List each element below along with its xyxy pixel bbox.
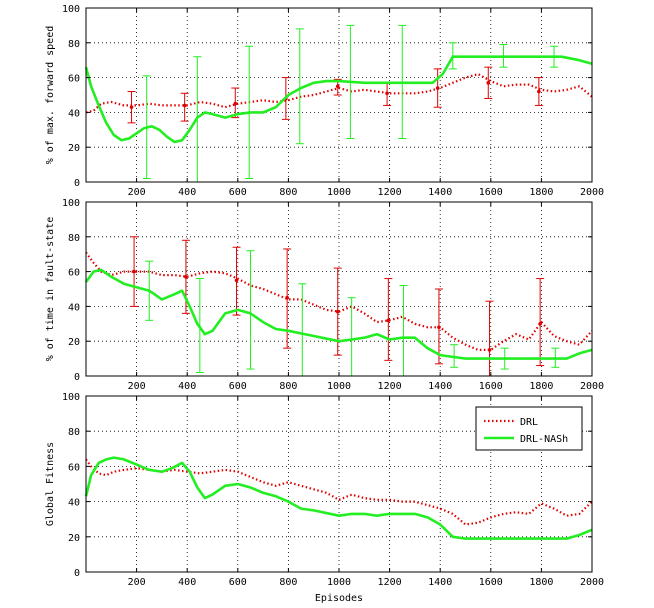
y-tick-label: 60 <box>68 74 80 85</box>
x-tick-label: 2000 <box>580 187 604 198</box>
error-mean-drl <box>285 295 289 300</box>
x-tick-label: 800 <box>279 577 297 588</box>
x-tick-label: 1200 <box>378 381 402 392</box>
y-axis-label: % of time in fault-state <box>45 217 56 362</box>
x-axis-label: Episodes <box>315 593 363 604</box>
error-mean-drl <box>184 275 188 279</box>
x-tick-label: 600 <box>229 187 247 198</box>
x-tick-label: 1600 <box>479 577 503 588</box>
x-tick-label: 1800 <box>529 577 553 588</box>
x-tick-label: 1400 <box>428 381 452 392</box>
error-mean-drl <box>182 103 187 108</box>
error-mean-drl <box>129 105 134 109</box>
legend-label-drl-nash: DRL-NASh <box>520 434 568 445</box>
error-mean-drl <box>335 309 340 314</box>
error-mean-drl <box>234 278 239 283</box>
series-line-drl <box>85 458 593 526</box>
x-tick-label: 1400 <box>428 187 452 198</box>
y-tick-label: 40 <box>68 108 80 119</box>
y-tick-label: 60 <box>68 462 80 473</box>
x-tick-label: 2000 <box>580 381 604 392</box>
chart-panel-1: 200 400 600 800 1000 1200 1400 1600 1800 2000 0 20 4… <box>45 4 604 198</box>
x-tick-label: 400 <box>178 381 196 392</box>
series-line-drl-nash <box>84 456 593 540</box>
y-tick-label: 20 <box>68 143 80 154</box>
y-tick-label: 80 <box>68 39 80 50</box>
legend-box <box>475 406 583 451</box>
x-tick-label: 1600 <box>479 187 503 198</box>
error-mean-drl <box>486 81 491 85</box>
error-mean-drl <box>132 269 136 274</box>
y-tick-label: 20 <box>68 337 80 348</box>
x-tick-label: 200 <box>128 381 146 392</box>
x-tick-label: 600 <box>229 381 247 392</box>
legend-label-drl: DRL <box>520 417 538 428</box>
x-tick-label: 1200 <box>378 577 402 588</box>
error-mean-drl <box>487 348 492 352</box>
x-tick-label: 400 <box>178 577 196 588</box>
y-tick-label: 100 <box>62 392 80 403</box>
x-tick-label: 800 <box>279 187 297 198</box>
x-tick-label: 200 <box>128 577 146 588</box>
x-tick-label: 1000 <box>327 187 351 198</box>
error-mean-drl <box>386 318 391 323</box>
series-line-drl <box>85 251 593 351</box>
y-axis-label: % of max. forward speed <box>45 26 56 164</box>
chart-panel-2: 200 400 600 800 1000 1200 1400 1600 1800 2000 0 20 4… <box>45 198 604 392</box>
error-mean-drl <box>385 91 389 96</box>
series-line-drl-nash <box>84 268 593 360</box>
legend: DRL DRL-NASh <box>475 406 583 451</box>
x-tick-label: 1800 <box>529 381 553 392</box>
y-axis-label: Global Fitness <box>45 442 56 526</box>
y-tick-label: 100 <box>62 198 80 209</box>
y-tick-label: 40 <box>68 498 80 509</box>
x-tick-label: 1800 <box>529 187 553 198</box>
x-tick-label: 1200 <box>378 187 402 198</box>
y-tick-label: 60 <box>68 268 80 279</box>
x-tick-label: 1600 <box>479 381 503 392</box>
x-tick-label: 1400 <box>428 577 452 588</box>
y-tick-label: 20 <box>68 533 80 544</box>
y-tick-label: 80 <box>68 427 80 438</box>
y-tick-label: 0 <box>74 372 80 383</box>
error-mean-drl <box>335 84 340 89</box>
error-mean-drl <box>435 86 440 90</box>
y-tick-label: 80 <box>68 233 80 244</box>
x-tick-label: 600 <box>229 577 247 588</box>
y-tick-label: 0 <box>74 178 80 189</box>
x-tick-label: 800 <box>279 381 297 392</box>
series-line-drl-nash <box>84 55 593 144</box>
y-tick-label: 40 <box>68 302 80 313</box>
error-mean-drl <box>537 89 541 94</box>
error-mean-drl <box>437 325 441 330</box>
x-tick-label: 400 <box>178 187 196 198</box>
error-mean-drl <box>538 322 542 326</box>
x-tick-label: 200 <box>128 187 146 198</box>
chart-panel-3: 200 400 600 800 1000 1200 1400 1600 1800 2000 0 20 4… <box>45 392 604 604</box>
y-tick-label: 0 <box>74 568 80 579</box>
x-tick-label: 1000 <box>327 577 351 588</box>
x-tick-label: 1000 <box>327 381 351 392</box>
error-mean-drl <box>233 101 238 106</box>
plot-area <box>86 202 592 376</box>
x-tick-label: 2000 <box>580 577 604 588</box>
y-tick-label: 100 <box>62 4 80 15</box>
